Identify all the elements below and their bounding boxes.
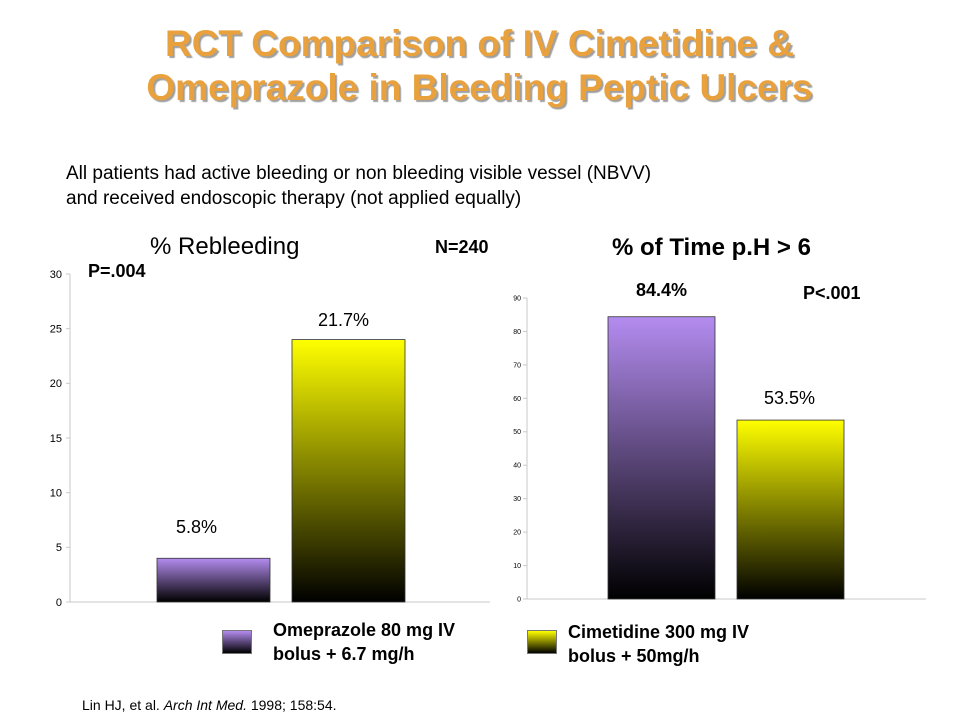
right-chart-y-tick-label: 40 <box>513 463 521 470</box>
right-chart-y-tick-label: 0 <box>517 596 521 603</box>
right-chart-y-tick-label: 60 <box>513 396 521 403</box>
title-line-2: Omeprazole in Bleeding Peptic Ulcers <box>146 67 813 108</box>
citation-authors: Lin HJ, et al. <box>82 697 164 713</box>
subtitle: All patients had active bleeding or non … <box>66 161 926 211</box>
subtitle-line-2: and received endoscopic therapy (not app… <box>66 188 522 209</box>
slide-title: RCT Comparison of IV Cimetidine & Omepra… <box>0 22 959 110</box>
left-chart-y-tick-label: 10 <box>50 488 62 500</box>
right-chart-y-tick-label: 10 <box>513 563 521 570</box>
legend-swatch-cimetidine <box>527 630 557 654</box>
left-chart-bar-omeprazole <box>156 557 271 603</box>
right-bar-label-omeprazole: 84.4% <box>636 280 688 300</box>
legend-cimetidine-line-1: Cimetidine 300 mg IV <box>568 622 750 642</box>
subtitle-line-1: All patients had active bleeding or non … <box>66 163 652 184</box>
left-chart-y-tick-label: 0 <box>56 597 62 609</box>
right-bar-label-cimetidine: 53.5% <box>764 388 816 408</box>
right-chart-bar-omeprazole <box>607 316 716 600</box>
right-chart-y-tick-label: 80 <box>513 329 521 336</box>
left-bar-label-cimetidine: 21.7% <box>318 310 370 330</box>
legend-cimetidine: Cimetidine 300 mg IV bolus + 50mg/h <box>568 620 749 668</box>
left-chart-y-tick-label: 25 <box>50 324 62 336</box>
legend-omeprazole-line-2: bolus + 6.7 mg/h <box>273 644 415 664</box>
legend-omeprazole: Omeprazole 80 mg IV bolus + 6.7 mg/h <box>273 618 455 666</box>
left-chart: 0 5 10 15 20 25 30 <box>50 269 490 609</box>
citation: Lin HJ, et al. Arch Int Med. 1998; 158:5… <box>82 697 337 713</box>
title-line-1: RCT Comparison of IV Cimetidine & <box>164 23 795 64</box>
left-chart-y-tick-label: 20 <box>50 378 62 390</box>
left-bar-label-omeprazole: 5.8% <box>176 517 218 537</box>
right-chart-y-tick-label: 30 <box>513 496 521 503</box>
n-label: N=240 <box>435 237 489 257</box>
right-chart-title: % of Time p.H > 6 <box>612 234 811 261</box>
left-chart-y-tick-label: 30 <box>50 269 62 281</box>
legend-omeprazole-line-1: Omeprazole 80 mg IV <box>273 620 456 640</box>
right-chart-p-value: P<.001 <box>803 283 861 303</box>
left-chart-y-tick-label: 5 <box>56 542 62 554</box>
left-chart-bar-cimetidine <box>291 339 406 603</box>
right-chart-y-tick-label: 50 <box>513 429 521 436</box>
legend-swatch-omeprazole <box>222 630 252 654</box>
right-chart-y-tick-label: 70 <box>513 362 521 369</box>
right-chart-y-tick-label: 90 <box>513 295 521 302</box>
right-chart: 0 10 20 30 40 50 60 70 80 90 <box>513 295 926 603</box>
left-chart-y-tick-label: 15 <box>50 433 62 445</box>
legend-cimetidine-line-2: bolus + 50mg/h <box>568 646 700 666</box>
left-chart-title: % Rebleeding <box>150 233 300 260</box>
citation-journal: Arch Int Med. <box>163 697 247 713</box>
citation-rest: 1998; 158:54. <box>246 697 337 713</box>
right-chart-y-tick-label: 20 <box>513 530 521 537</box>
left-chart-p-value: P=.004 <box>88 261 146 281</box>
right-chart-bar-cimetidine <box>736 419 845 600</box>
